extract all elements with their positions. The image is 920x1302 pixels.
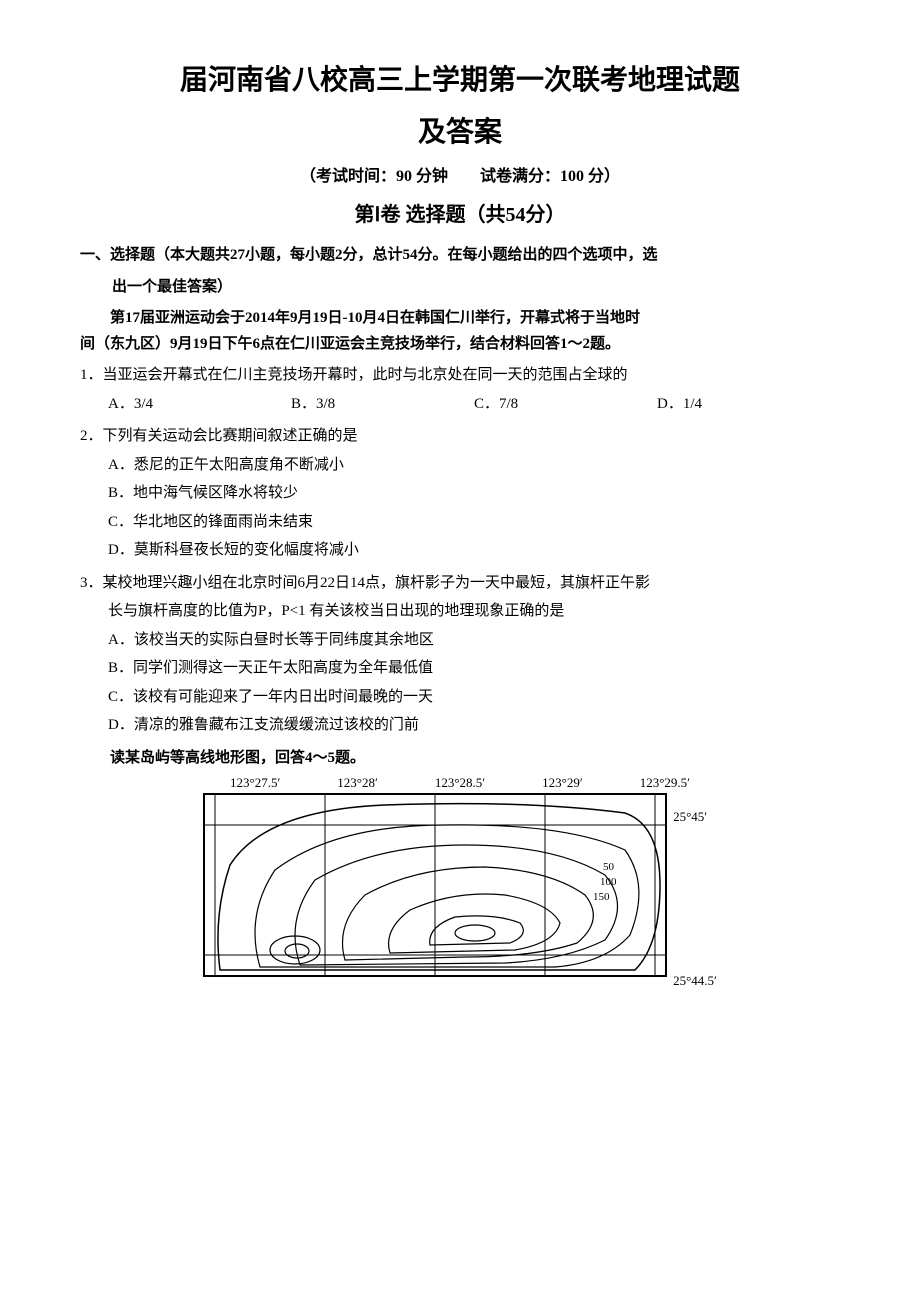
svg-text:50: 50 (603, 861, 615, 873)
section-header: 第Ⅰ卷 选择题（共54分） (80, 198, 840, 227)
instructions-line2: 出一个最佳答案） (80, 275, 840, 301)
contour-svg: 50 100 150 (203, 793, 667, 977)
lat-label-2: 25°44.5′ (673, 973, 717, 989)
lon-label-1: 123°27.5′ (230, 775, 280, 791)
question-2: 2．下列有关运动会比赛期间叙述正确的是 A．悉尼的正午太阳高度角不断减小 B．地… (80, 422, 840, 565)
q3-options: A．该校当天的实际白昼时长等于同纬度其余地区 B．同学们测得这一天正午太阳高度为… (80, 626, 840, 740)
q3-stem-line2: 长与旗杆高度的比值为P，P<1 有关该校当日出现的地理现象正确的是 (80, 597, 840, 626)
q2-option-b: B．地中海气候区降水将较少 (108, 479, 840, 508)
map-latitude-labels: 25°45′ 25°44.5′ (673, 793, 717, 989)
q1-stem: 1．当亚运会开幕式在仁川主竞技场开幕时，此时与北京处在同一天的范围占全球的 (80, 361, 840, 390)
q1-options: A．3/4 B．3/8 C．7/8 D．1/4 (80, 390, 840, 419)
lon-label-2: 123°28′ (337, 775, 378, 791)
svg-text:100: 100 (600, 876, 617, 888)
lat-label-1: 25°45′ (673, 809, 717, 825)
contour-map: 123°27.5′ 123°28′ 123°28.5′ 123°29′ 123°… (80, 775, 840, 989)
q1-option-c: C．7/8 (474, 390, 657, 419)
q3-option-d: D．清凉的雅鲁藏布江支流缓缓流过该校的门前 (108, 711, 840, 740)
lon-label-5: 123°29.5′ (640, 775, 690, 791)
q1-option-a: A．3/4 (108, 390, 291, 419)
q3-stem-line1: 3．某校地理兴趣小组在北京时间6月22日14点，旗杆影子为一天中最短，其旗杆正午… (80, 569, 840, 598)
context-q1q2-line1: 第17届亚洲运动会于2014年9月19日-10月4日在韩国仁川举行，开幕式将于当… (80, 306, 840, 332)
lon-label-3: 123°28.5′ (435, 775, 485, 791)
question-1: 1．当亚运会开幕式在仁川主竞技场开幕时，此时与北京处在同一天的范围占全球的 A．… (80, 361, 840, 418)
question-3: 3．某校地理兴趣小组在北京时间6月22日14点，旗杆影子为一天中最短，其旗杆正午… (80, 569, 840, 740)
q2-option-d: D．莫斯科昼夜长短的变化幅度将减小 (108, 536, 840, 565)
exam-title-line1: 届河南省八校高三上学期第一次联考地理试题 (80, 60, 840, 102)
figure-caption-q4q5: 读某岛屿等高线地形图，回答4～5题。 (80, 746, 840, 767)
q1-option-d: D．1/4 (657, 390, 840, 419)
q2-options: A．悉尼的正午太阳高度角不断减小 B．地中海气候区降水将较少 C．华北地区的锋面… (80, 451, 840, 565)
q3-option-a: A．该校当天的实际白昼时长等于同纬度其余地区 (108, 626, 840, 655)
context-q1q2-line2: 间（东九区）9月19日下午6点在仁川亚运会主竞技场举行，结合材料回答1～2题。 (80, 332, 840, 358)
map-longitude-labels: 123°27.5′ 123°28′ 123°28.5′ 123°29′ 123°… (224, 775, 696, 791)
q3-option-c: C．该校有可能迎来了一年内日出时间最晚的一天 (108, 683, 840, 712)
exam-title-line2: 及答案 (80, 110, 840, 150)
lon-label-4: 123°29′ (542, 775, 583, 791)
exam-info: （考试时间：90 分钟 试卷满分：100 分） (80, 162, 840, 186)
instructions-line1: 一、选择题（本大题共27小题，每小题2分，总计54分。在每小题给出的四个选项中，… (80, 243, 840, 269)
q2-option-c: C．华北地区的锋面雨尚未结束 (108, 508, 840, 537)
q3-option-b: B．同学们测得这一天正午太阳高度为全年最低值 (108, 654, 840, 683)
q2-option-a: A．悉尼的正午太阳高度角不断减小 (108, 451, 840, 480)
q1-option-b: B．3/8 (291, 390, 474, 419)
q2-stem: 2．下列有关运动会比赛期间叙述正确的是 (80, 422, 840, 451)
svg-text:150: 150 (593, 891, 610, 903)
